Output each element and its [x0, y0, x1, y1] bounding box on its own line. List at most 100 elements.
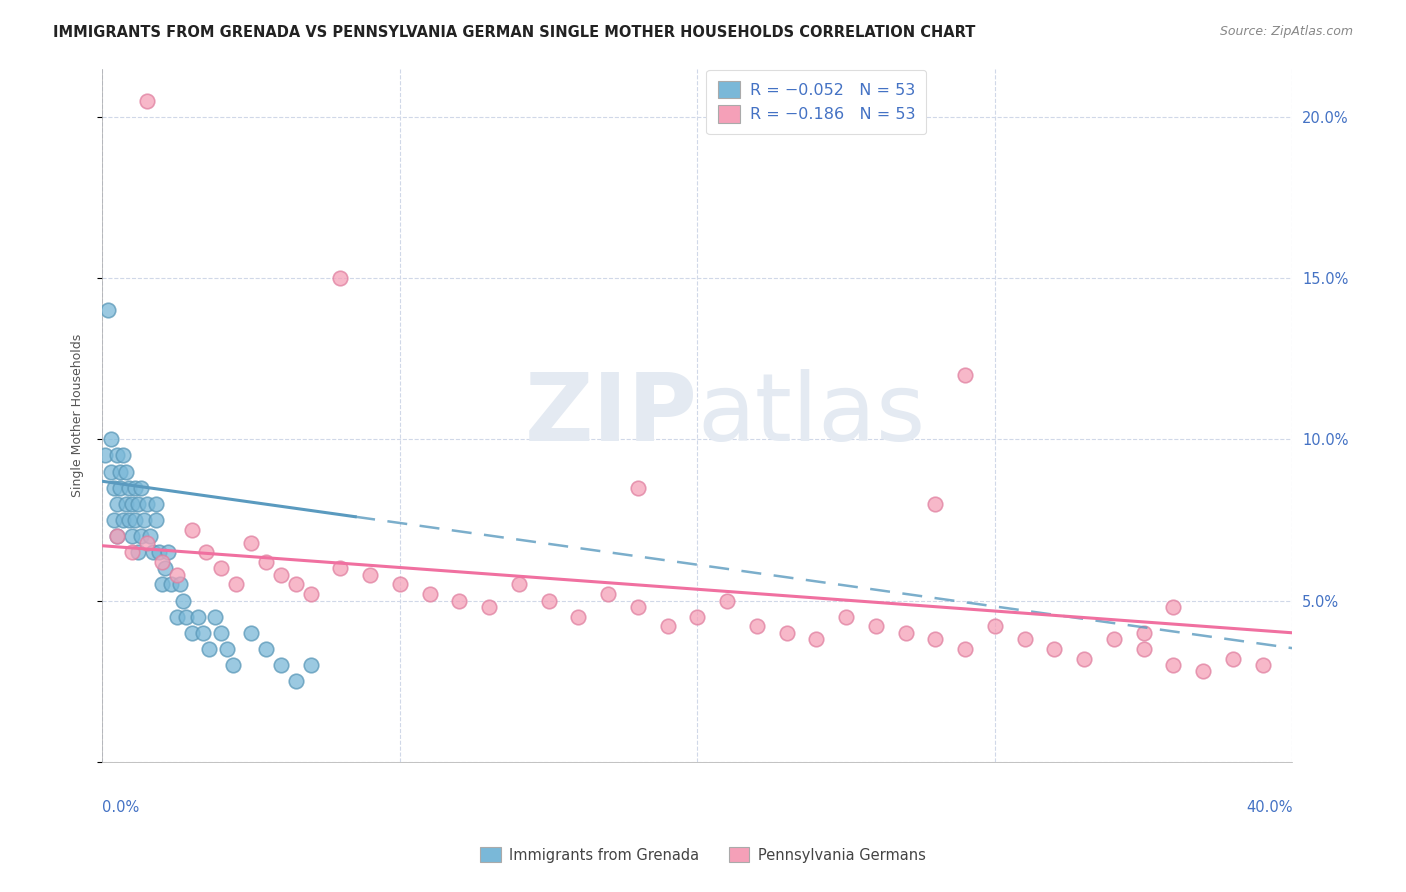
Point — [270, 658, 292, 673]
Point — [598, 587, 620, 601]
Point — [388, 577, 411, 591]
Point — [174, 609, 197, 624]
Point — [284, 577, 307, 591]
Point — [195, 545, 218, 559]
Point — [984, 619, 1007, 633]
Point — [1163, 600, 1185, 615]
Point — [198, 641, 221, 656]
Point — [1132, 625, 1154, 640]
Point — [254, 555, 277, 569]
Point — [1251, 658, 1274, 673]
Point — [105, 497, 128, 511]
Point — [108, 465, 131, 479]
Point — [115, 465, 138, 479]
Point — [240, 535, 263, 549]
Point — [1014, 632, 1036, 647]
Point — [1132, 641, 1154, 656]
Point — [150, 555, 173, 569]
Point — [775, 625, 797, 640]
Point — [1222, 651, 1244, 665]
Point — [299, 658, 322, 673]
Point — [118, 513, 141, 527]
Point — [627, 481, 650, 495]
Point — [299, 587, 322, 601]
Point — [193, 625, 215, 640]
Point — [118, 481, 141, 495]
Point — [180, 523, 202, 537]
Point — [657, 619, 679, 633]
Point — [129, 481, 152, 495]
Point — [953, 641, 976, 656]
Point — [180, 625, 202, 640]
Point — [209, 561, 232, 575]
Point — [537, 593, 560, 607]
Legend: Immigrants from Grenada, Pennsylvania Germans: Immigrants from Grenada, Pennsylvania Ge… — [474, 841, 932, 869]
Point — [159, 577, 181, 591]
Point — [284, 674, 307, 689]
Text: 40.0%: 40.0% — [1246, 800, 1292, 815]
Point — [115, 497, 138, 511]
Point — [121, 545, 143, 559]
Point — [359, 567, 381, 582]
Point — [124, 513, 146, 527]
Point — [329, 561, 352, 575]
Point — [105, 529, 128, 543]
Point — [186, 609, 208, 624]
Point — [166, 567, 188, 582]
Point — [478, 600, 501, 615]
Point — [835, 609, 858, 624]
Point — [103, 513, 125, 527]
Point — [124, 481, 146, 495]
Point — [865, 619, 887, 633]
Point — [148, 545, 170, 559]
Point — [225, 577, 247, 591]
Point — [627, 600, 650, 615]
Legend: R = −0.052   N = 53, R = −0.186   N = 53: R = −0.052 N = 53, R = −0.186 N = 53 — [706, 70, 927, 134]
Point — [97, 303, 120, 318]
Text: Source: ZipAtlas.com: Source: ZipAtlas.com — [1219, 25, 1353, 38]
Text: ZIP: ZIP — [524, 369, 697, 461]
Point — [166, 609, 188, 624]
Point — [924, 497, 946, 511]
Point — [136, 497, 159, 511]
Point — [105, 529, 128, 543]
Point — [270, 567, 292, 582]
Point — [136, 535, 159, 549]
Point — [329, 271, 352, 285]
Point — [108, 481, 131, 495]
Point — [136, 94, 159, 108]
Point — [172, 593, 194, 607]
Point — [924, 632, 946, 647]
Point — [142, 545, 165, 559]
Point — [132, 513, 155, 527]
Point — [222, 658, 245, 673]
Point — [1073, 651, 1095, 665]
Point — [145, 497, 167, 511]
Point — [105, 449, 128, 463]
Point — [121, 529, 143, 543]
Point — [121, 497, 143, 511]
Point — [100, 433, 122, 447]
Point — [1102, 632, 1125, 647]
Point — [1192, 665, 1215, 679]
Point — [1043, 641, 1066, 656]
Point — [686, 609, 709, 624]
Point — [254, 641, 277, 656]
Point — [209, 625, 232, 640]
Point — [894, 625, 917, 640]
Point — [419, 587, 441, 601]
Point — [112, 513, 135, 527]
Point — [508, 577, 530, 591]
Point — [145, 513, 167, 527]
Point — [129, 529, 152, 543]
Text: IMMIGRANTS FROM GRENADA VS PENNSYLVANIA GERMAN SINGLE MOTHER HOUSEHOLDS CORRELAT: IMMIGRANTS FROM GRENADA VS PENNSYLVANIA … — [53, 25, 976, 40]
Point — [103, 481, 125, 495]
Point — [150, 577, 173, 591]
Point — [745, 619, 768, 633]
Point — [240, 625, 263, 640]
Point — [449, 593, 471, 607]
Point — [127, 497, 149, 511]
Point — [112, 449, 135, 463]
Point — [100, 465, 122, 479]
Point — [169, 577, 191, 591]
